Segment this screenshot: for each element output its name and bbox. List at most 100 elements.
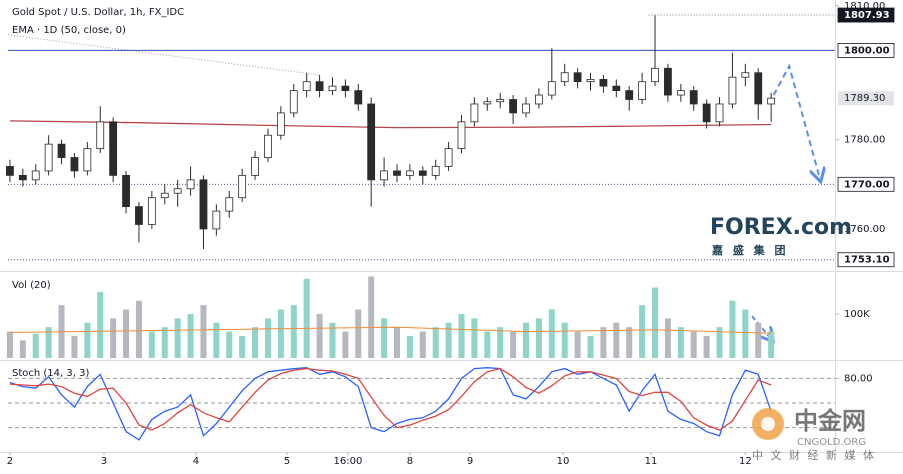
candle-body: [431, 166, 440, 176]
candle-body: [651, 67, 659, 83]
level-label: 1753.10: [844, 255, 890, 266]
candle-body: [341, 85, 350, 91]
candle-body: [767, 97, 776, 105]
level-label: 1770.00: [844, 179, 890, 190]
candle-body: [302, 81, 311, 91]
indicator-label: EMA · 1D (50, close, 0): [12, 25, 126, 36]
candle-body: [109, 121, 118, 176]
plot: 1810.00 1780.00 1760.00 1807.93 1800.00 1770.…: [6, 1, 895, 467]
level-box: [837, 43, 895, 58]
volume-bar: [32, 333, 39, 358]
volume-bar: [703, 335, 710, 358]
volume-bar: [393, 327, 400, 358]
candle-body: [238, 174, 247, 199]
candle-body: [18, 174, 27, 181]
chart-title: Gold Spot / U.S. Dollar, 1h, FX_IDC: [12, 7, 184, 18]
candle-body: [405, 170, 414, 176]
candle-body: [676, 90, 685, 96]
volume-bar: [458, 313, 465, 358]
candle-body: [715, 103, 724, 123]
level-box: [837, 252, 895, 268]
volume-bar: [135, 300, 142, 358]
volume-bar: [368, 276, 375, 358]
candle-body: [483, 101, 492, 105]
volume-bar: [471, 318, 478, 358]
level-box: [837, 7, 895, 23]
candle-body: [57, 143, 66, 158]
candle-body: [96, 121, 105, 150]
volume-bar: [110, 318, 117, 358]
volume-bar: [497, 327, 504, 358]
volume-bar: [19, 340, 26, 358]
volume-bar: [84, 322, 91, 358]
candle-body: [522, 103, 530, 114]
candle-body: [393, 170, 401, 176]
volume-bar: [755, 322, 762, 358]
volume-bar: [523, 322, 530, 358]
candle-body: [509, 99, 518, 114]
x-tick-label: 5: [284, 456, 290, 467]
candle-body: [354, 90, 363, 105]
volume-bar: [187, 313, 194, 358]
volume-bar: [123, 309, 130, 358]
candle-body: [728, 76, 737, 105]
volume-bar: [45, 327, 52, 358]
candle-body: [315, 81, 324, 91]
x-tick-label: 10: [557, 456, 570, 467]
candle-body: [573, 72, 582, 83]
volume-bar: [148, 331, 155, 358]
x-tick-label: 3: [101, 456, 107, 467]
candle-body: [367, 103, 376, 181]
volume-bar: [6, 331, 13, 358]
stoch-line: [9, 367, 772, 431]
candle-body: [160, 192, 169, 199]
volume-bar: [690, 331, 697, 358]
candle-body: [6, 166, 14, 176]
volume-bar: [316, 313, 323, 358]
stoch-line: [9, 367, 772, 441]
last-price-box: [838, 91, 894, 106]
volume-bar: [71, 335, 78, 358]
y-tick-label: 1810.00: [844, 1, 885, 12]
candle-body: [31, 170, 40, 181]
volume-bar: [742, 309, 749, 358]
candle-body: [70, 157, 79, 172]
candle-body: [147, 197, 156, 225]
volume-bar: [303, 278, 310, 358]
candle-body: [418, 170, 427, 176]
brand-logo: FOREX.com: [710, 215, 852, 240]
watermark-tagline: 中 文 财 经 新 媒 体: [752, 448, 876, 462]
volume-bar: [252, 327, 259, 358]
candle-body: [173, 188, 182, 194]
volume-bar: [419, 331, 426, 358]
candle-body: [741, 72, 750, 78]
trendline: [7, 34, 320, 76]
candle-body: [212, 210, 221, 230]
watermark-name: 中金网: [794, 407, 866, 435]
volume-bar: [329, 322, 336, 358]
volume-bar: [277, 309, 284, 358]
x-tick-label: 4: [193, 456, 199, 467]
volume-bar: [652, 287, 659, 358]
level-box: [837, 176, 895, 192]
y-tick-label: 1760.00: [844, 224, 885, 235]
x-tick-label: 12: [739, 456, 752, 467]
volume-bar: [226, 331, 233, 358]
candle-body: [612, 85, 621, 91]
volume-bar: [239, 335, 246, 358]
projection-arrow: [772, 63, 821, 180]
candle-body: [535, 94, 543, 105]
x-tick-label: 9: [467, 456, 473, 467]
volume-bar: [200, 305, 207, 358]
volume-bar: [445, 322, 452, 358]
candle-body: [264, 134, 272, 158]
x-tick-label: 11: [645, 456, 658, 467]
volume-bar: [664, 318, 671, 358]
volume-bar: [97, 291, 104, 358]
volume-bar: [161, 327, 168, 358]
candle-body: [470, 103, 479, 123]
volume-bar: [768, 331, 775, 358]
volume-bar: [600, 327, 607, 358]
volume-bar: [716, 327, 723, 358]
candle-body: [702, 103, 711, 123]
